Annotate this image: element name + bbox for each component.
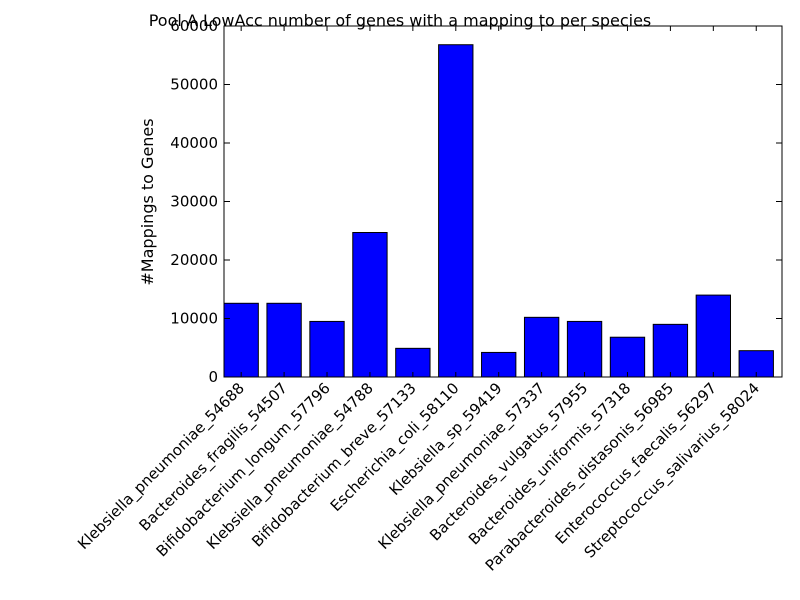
x-tick-labels-group: Klebsiella_pneumoniae_54688Bacteroides_f… [74,26,764,575]
bars-group [223,44,774,378]
y-axis-label: #Mappings to Genes [138,118,157,285]
bar-4 [352,232,388,378]
bar-6 [438,44,474,378]
plot-frame [223,25,783,378]
y-tick-label-2: 20000 [170,251,218,269]
bar-1 [223,302,259,378]
y-ticks-group: 0 10000 20000 30000 40000 50000 60000 [170,17,782,386]
chart-title: Pool A LowAcc number of genes with a map… [149,11,652,30]
y-tick-label-6: 60000 [170,17,218,35]
y-tick-label-5: 50000 [170,76,218,94]
bar-8 [523,316,560,378]
bar-5 [395,347,431,378]
bar-12 [695,294,731,378]
bar-3 [309,320,345,378]
y-tick-label-4: 40000 [170,134,218,152]
x-tick-label-3: Bifidobacterium_longum_57796 [153,379,335,561]
bar-2 [266,302,302,378]
y-tick-label-1: 10000 [170,310,218,328]
y-tick-label-3: 30000 [170,193,218,211]
bar-9 [566,320,603,378]
y-tick-label-0: 0 [208,368,218,386]
bar-11 [652,323,689,378]
bar-10 [609,336,646,378]
